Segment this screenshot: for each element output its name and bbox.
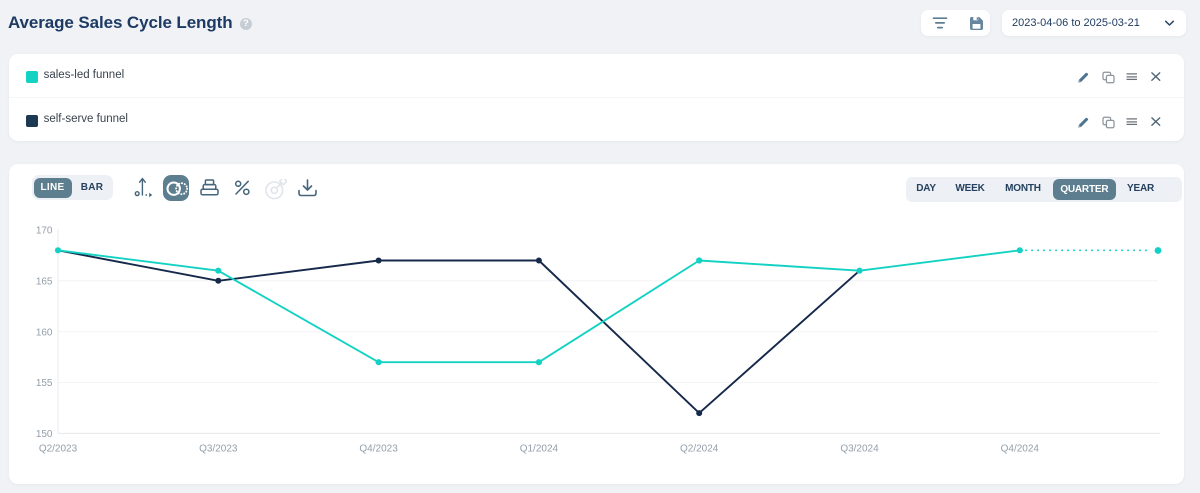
- svg-text:165: 165: [36, 276, 53, 287]
- svg-text:Q4/2024: Q4/2024: [1001, 444, 1040, 455]
- svg-text:Q2/2023: Q2/2023: [39, 444, 78, 455]
- svg-text:170: 170: [36, 226, 53, 237]
- svg-text:155: 155: [36, 378, 53, 389]
- svg-text:Q3/2023: Q3/2023: [199, 444, 238, 455]
- svg-text:Q2/2024: Q2/2024: [680, 444, 719, 455]
- svg-text:160: 160: [36, 327, 53, 338]
- svg-text:150: 150: [36, 429, 53, 440]
- svg-text:Q4/2023: Q4/2023: [359, 444, 398, 455]
- svg-text:Q3/2024: Q3/2024: [840, 444, 879, 455]
- svg-text:Q1/2024: Q1/2024: [520, 444, 559, 455]
